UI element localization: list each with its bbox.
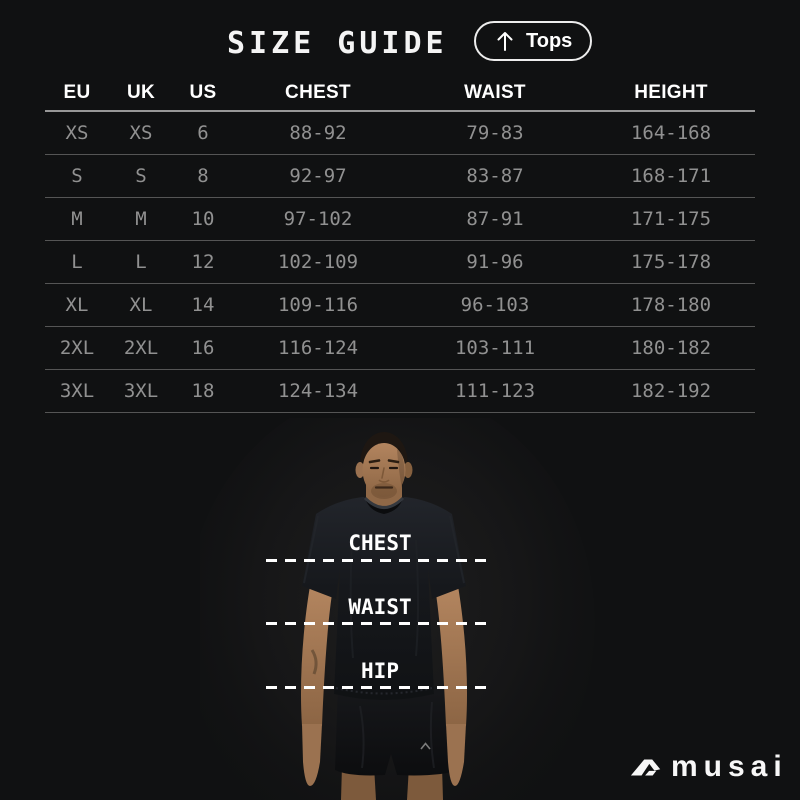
measure-line-waist (266, 622, 493, 625)
size-cell: 164-168 (630, 122, 712, 144)
size-cell: XS (65, 122, 89, 144)
size-cell: 97-102 (283, 208, 353, 230)
size-cell: XS (129, 122, 153, 144)
size-cell: 109-116 (277, 294, 359, 316)
size-cell: 111-123 (454, 380, 536, 402)
size-cell: L (71, 251, 83, 273)
column-header-chest: CHEST (285, 82, 351, 103)
size-cell: XL (129, 294, 153, 316)
size-cell: 16 (191, 337, 215, 359)
column-header-waist: WAIST (464, 82, 526, 103)
brand-logo: musai (630, 749, 788, 785)
arrow-up-icon (494, 29, 516, 53)
measure-label-hip: HIP (361, 659, 399, 683)
badge-label: Tops (526, 29, 573, 52)
size-cell: 116-124 (277, 337, 359, 359)
size-cell: S (71, 165, 83, 187)
size-cell: M (71, 208, 83, 230)
size-cell: 2XL (123, 337, 159, 359)
table-row: S S 8 92-97 83-87 168-171 (45, 155, 755, 198)
page-title: SIZE GUIDE (227, 26, 448, 61)
size-cell: 180-182 (630, 337, 712, 359)
size-cell: 168-171 (630, 165, 712, 187)
column-header-eu: EU (63, 82, 91, 103)
column-header-height: HEIGHT (634, 82, 708, 103)
model-photo (200, 418, 595, 800)
double-chevron-icon (630, 754, 662, 781)
size-cell: S (135, 165, 147, 187)
size-cell: 87-91 (466, 208, 524, 230)
size-cell: 88-92 (289, 122, 347, 144)
size-table-body: XS XS 6 88-92 79-83 164-168 S S 8 92-97 83-87 168-1… (45, 112, 755, 413)
table-row: L L 12 102-109 91-96 175-178 (45, 241, 755, 284)
size-cell: 96-103 (460, 294, 530, 316)
column-header-uk: UK (126, 82, 156, 103)
size-cell: 83-87 (466, 165, 524, 187)
size-cell: 175-178 (630, 251, 712, 273)
table-row: 2XL 2XL 16 116-124 103-111 180-182 (45, 327, 755, 370)
measure-label-waist: WAIST (348, 595, 412, 619)
size-cell: XL (65, 294, 89, 316)
measure-line-hip (266, 686, 493, 689)
size-cell: 124-134 (277, 380, 359, 402)
size-cell: 103-111 (454, 337, 536, 359)
size-cell: L (135, 251, 147, 273)
model-arms (300, 586, 468, 786)
model-head (355, 432, 413, 499)
size-table-header: EU UK US CHEST WAIST HEIGHT (45, 76, 755, 112)
size-cell: 171-175 (630, 208, 712, 230)
model-shorts (335, 684, 459, 776)
category-badge-tops[interactable]: Tops (474, 21, 593, 61)
size-cell: 8 (197, 165, 209, 187)
size-cell: 3XL (123, 380, 159, 402)
size-table: EU UK US CHEST WAIST HEIGHT XS XS 6 88-92 79-83 16… (45, 76, 755, 413)
size-cell: 182-192 (630, 380, 712, 402)
size-cell: 6 (197, 122, 209, 144)
size-cell: 12 (191, 251, 215, 273)
size-cell: 92-97 (289, 165, 347, 187)
size-cell: 79-83 (466, 122, 524, 144)
size-cell: 18 (191, 380, 215, 402)
brand-name: musai (671, 750, 788, 783)
size-cell: 91-96 (466, 251, 524, 273)
measure-line-chest (266, 559, 493, 562)
column-header-us: US (189, 82, 217, 103)
size-cell: 102-109 (277, 251, 359, 273)
size-cell: M (135, 208, 147, 230)
size-cell: 178-180 (630, 294, 712, 316)
size-cell: 14 (191, 294, 215, 316)
table-row: 3XL 3XL 18 124-134 111-123 182-192 (45, 370, 755, 413)
measure-label-chest: CHEST (348, 531, 412, 555)
size-cell: 3XL (59, 380, 95, 402)
size-cell: 10 (191, 208, 215, 230)
model-tshirt (302, 496, 466, 700)
size-cell: 2XL (59, 337, 95, 359)
table-row: XL XL 14 109-116 96-103 178-180 (45, 284, 755, 327)
table-row: XS XS 6 88-92 79-83 164-168 (45, 112, 755, 155)
table-row: M M 10 97-102 87-91 171-175 (45, 198, 755, 241)
